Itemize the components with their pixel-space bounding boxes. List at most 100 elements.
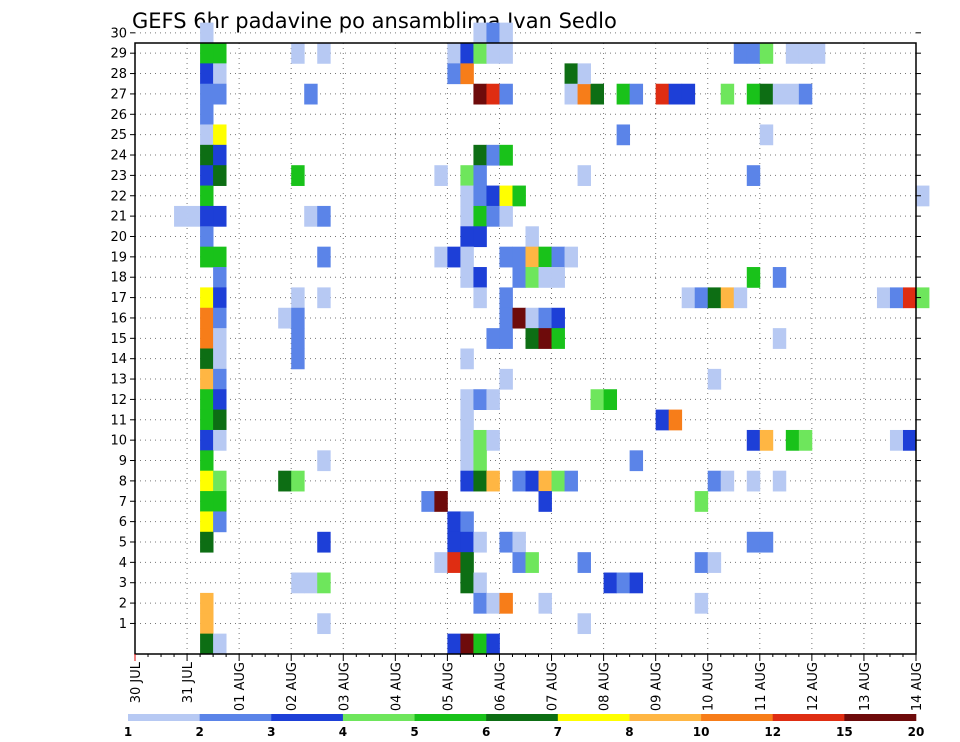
heatmap-cell bbox=[473, 185, 487, 207]
heatmap-cell bbox=[603, 389, 618, 410]
heatmap-cell bbox=[538, 470, 552, 492]
heatmap-cell bbox=[317, 205, 331, 227]
heatmap-cell bbox=[200, 328, 214, 349]
heatmap-cell bbox=[317, 572, 331, 594]
heatmap-cell bbox=[798, 43, 813, 64]
heatmap-cell bbox=[317, 246, 331, 268]
heatmap-cell bbox=[525, 328, 539, 349]
heatmap-cell bbox=[473, 450, 487, 472]
heatmap-cell bbox=[889, 287, 904, 309]
heatmap-cell bbox=[473, 592, 487, 614]
heatmap-cell bbox=[291, 165, 305, 186]
heatmap-cell bbox=[603, 572, 618, 594]
heatmap-cell bbox=[447, 552, 461, 573]
heatmap-cell bbox=[473, 267, 487, 288]
heatmap-cell bbox=[720, 287, 735, 309]
y-tick-label: 9 bbox=[119, 454, 127, 469]
y-tick-label: 3 bbox=[119, 576, 127, 591]
heatmap-cell bbox=[460, 43, 474, 64]
heatmap-cell bbox=[317, 43, 331, 64]
colorbar-segment bbox=[342, 714, 415, 721]
heatmap-cell bbox=[460, 185, 474, 207]
heatmap-cell bbox=[460, 267, 474, 288]
heatmap-cell bbox=[486, 328, 500, 349]
x-tick-label: 08 AUG bbox=[598, 662, 613, 711]
y-tick-label: 10 bbox=[110, 434, 127, 449]
heatmap-cell bbox=[473, 205, 487, 227]
heatmap-cell bbox=[512, 307, 526, 329]
heatmap-cell bbox=[499, 531, 513, 553]
y-tick-label: 2 bbox=[119, 597, 127, 612]
heatmap-cell bbox=[668, 409, 683, 431]
colorbar-label: 4 bbox=[339, 725, 347, 739]
heatmap-cell bbox=[499, 368, 513, 390]
colorbar-segment bbox=[414, 714, 487, 721]
heatmap-cell bbox=[213, 83, 227, 105]
heatmap-cell bbox=[772, 267, 787, 288]
heatmap-cell bbox=[746, 83, 761, 105]
heatmap-cell bbox=[447, 63, 461, 85]
heatmap-cell bbox=[200, 205, 214, 227]
heatmap-cell bbox=[733, 287, 748, 309]
heatmap-cell bbox=[759, 124, 774, 146]
colorbar-label: 5 bbox=[410, 725, 418, 739]
heatmap-cell bbox=[291, 348, 305, 370]
heatmap-cell bbox=[577, 165, 591, 186]
y-tick-label: 21 bbox=[110, 210, 127, 225]
heatmap-cell bbox=[902, 429, 917, 451]
colorbar-segment bbox=[271, 714, 344, 721]
heatmap-cell bbox=[746, 531, 761, 553]
heatmap-cell bbox=[694, 491, 709, 512]
heatmap-cell bbox=[655, 409, 670, 431]
heatmap-cell bbox=[460, 389, 474, 410]
heatmap-cell bbox=[577, 63, 591, 85]
heatmap-cell bbox=[200, 389, 214, 410]
y-tick-label: 1 bbox=[119, 617, 127, 632]
heatmap-cell bbox=[538, 592, 552, 614]
heatmap-cell bbox=[213, 429, 227, 451]
heatmap-cell bbox=[200, 491, 214, 512]
heatmap-cell bbox=[200, 165, 214, 186]
heatmap-cell bbox=[200, 613, 214, 635]
heatmap-cell bbox=[460, 165, 474, 186]
heatmap-cell bbox=[200, 246, 214, 268]
x-tick-label: 03 AUG bbox=[337, 662, 352, 711]
heatmap-cell bbox=[200, 409, 214, 431]
heatmap-cell bbox=[200, 531, 214, 553]
heatmap-cell bbox=[629, 450, 644, 472]
heatmap-cell bbox=[200, 429, 214, 451]
colorbar-label: 20 bbox=[908, 725, 925, 739]
colorbar-segment bbox=[128, 714, 200, 721]
heatmap-cell bbox=[655, 83, 670, 105]
heatmap-cell bbox=[499, 328, 513, 349]
y-tick-label: 20 bbox=[110, 230, 127, 245]
heatmap-cell bbox=[213, 633, 227, 655]
heatmap-cell bbox=[707, 552, 722, 573]
heatmap-cell bbox=[473, 83, 487, 105]
colorbar-label: 8 bbox=[625, 725, 633, 739]
heatmap-cell bbox=[811, 43, 826, 64]
heatmap-cell bbox=[213, 368, 227, 390]
heatmap-cell bbox=[746, 429, 761, 451]
heatmap-cell bbox=[746, 267, 761, 288]
heatmap-cell bbox=[499, 43, 513, 64]
heatmap-cell bbox=[499, 22, 513, 44]
heatmap-cell bbox=[447, 246, 461, 268]
heatmap-cell bbox=[486, 185, 500, 207]
heatmap-cell bbox=[486, 429, 500, 451]
heatmap-cell bbox=[213, 124, 227, 146]
heatmap-cell bbox=[473, 287, 487, 309]
heatmap-cell bbox=[499, 592, 513, 614]
heatmap-cell bbox=[746, 470, 761, 492]
heatmap-cell bbox=[759, 429, 774, 451]
y-tick-label: 24 bbox=[110, 149, 127, 164]
heatmap-cell bbox=[525, 267, 539, 288]
heatmap-cell bbox=[486, 43, 500, 64]
heatmap-cell bbox=[564, 63, 578, 85]
colorbar-segment bbox=[844, 714, 917, 721]
heatmap-cell bbox=[213, 348, 227, 370]
heatmap-cell bbox=[200, 450, 214, 472]
heatmap-cell bbox=[538, 246, 552, 268]
heatmap-cell bbox=[460, 429, 474, 451]
heatmap-cell bbox=[564, 246, 578, 268]
